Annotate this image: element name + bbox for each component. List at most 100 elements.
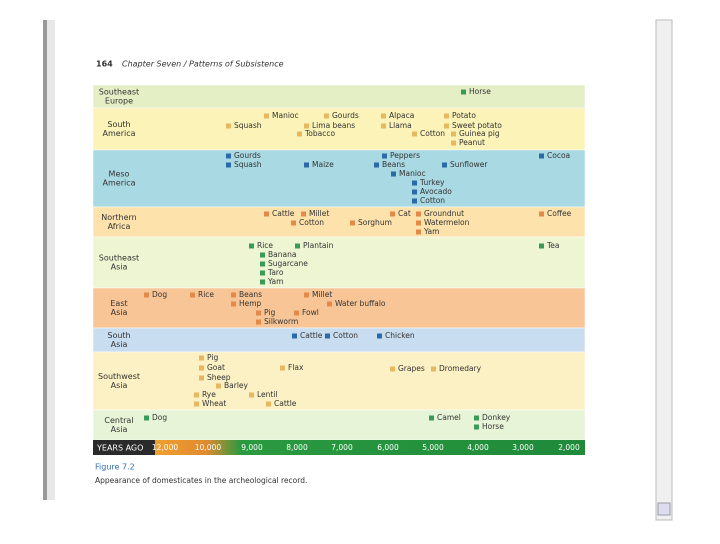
item-marker — [451, 131, 456, 137]
item-marker — [539, 153, 544, 159]
row-label: Asia — [111, 263, 128, 272]
item-label: Tea — [546, 241, 560, 250]
row-label: Africa — [108, 222, 131, 231]
item-label: Yam — [267, 277, 283, 286]
left-border — [43, 20, 47, 500]
running-title: Chapter Seven / Patterns of Subsistence — [122, 60, 284, 69]
item-marker — [264, 113, 269, 119]
item-marker — [304, 162, 309, 168]
item-marker — [199, 365, 204, 371]
item-label: Barley — [224, 381, 249, 390]
item-label: Rice — [198, 290, 214, 299]
item-label: Horse — [482, 422, 504, 431]
item-label: Cattle — [300, 331, 323, 340]
item-marker — [327, 301, 332, 307]
item-marker — [199, 375, 204, 381]
item-label: Grapes — [398, 364, 425, 373]
item-label: Plantain — [303, 241, 334, 250]
item-label: Potato — [452, 111, 476, 120]
row-label: Asia — [111, 340, 128, 349]
item-label: Wheat — [202, 399, 226, 408]
item-label: Pig — [264, 308, 275, 317]
axis-bar — [155, 440, 585, 455]
axis-tick: 3,000 — [512, 443, 534, 452]
row-band — [92, 409, 586, 441]
item-marker — [461, 89, 466, 95]
item-label: Silkworm — [264, 317, 298, 326]
item-label: Beans — [382, 160, 405, 169]
figure-caption: Appearance of domesticates in the archeo… — [95, 476, 307, 485]
row-label: Northern — [101, 213, 137, 222]
item-label: Millet — [309, 209, 329, 218]
item-marker — [377, 333, 382, 339]
item-label: Cattle — [274, 399, 297, 408]
item-marker — [416, 229, 421, 235]
item-label: Yam — [423, 227, 439, 236]
item-marker — [381, 113, 386, 119]
item-label: Squash — [234, 160, 262, 169]
item-marker — [260, 270, 265, 276]
item-marker — [429, 415, 434, 421]
item-label: Sugarcane — [268, 259, 308, 268]
item-marker — [416, 220, 421, 226]
item-label: Cotton — [420, 129, 445, 138]
item-label: Turkey — [419, 178, 445, 187]
axis-tick: 8,000 — [286, 443, 308, 452]
item-marker — [226, 162, 231, 168]
item-marker — [256, 319, 261, 325]
item-marker — [216, 383, 221, 389]
item-marker — [412, 131, 417, 137]
item-marker — [390, 211, 395, 217]
item-marker — [280, 365, 285, 371]
row-band — [92, 351, 586, 411]
item-marker — [226, 123, 231, 129]
row-label: South — [107, 331, 130, 340]
item-marker — [194, 392, 199, 398]
item-label: Gourds — [234, 151, 261, 160]
row-band — [92, 149, 586, 208]
item-label: Fowl — [302, 308, 319, 317]
item-marker — [539, 211, 544, 217]
item-marker — [444, 113, 449, 119]
item-label: Hemp — [239, 299, 262, 308]
scroll-down[interactable] — [657, 502, 671, 516]
item-marker — [144, 415, 149, 421]
item-marker — [412, 189, 417, 195]
item-label: Dog — [152, 290, 167, 299]
item-label: Coffee — [547, 209, 572, 218]
item-label: Sheep — [207, 373, 231, 382]
item-label: Dromedary — [439, 364, 482, 373]
item-marker — [249, 243, 254, 249]
item-marker — [324, 113, 329, 119]
item-marker — [199, 355, 204, 361]
item-marker — [391, 171, 396, 177]
item-label: Millet — [312, 290, 332, 299]
item-label: Pig — [207, 353, 218, 362]
item-label: Sweet potato — [452, 121, 502, 130]
row-label: America — [103, 179, 136, 188]
item-marker — [292, 333, 297, 339]
item-label: Watermelon — [424, 218, 470, 227]
item-label: Sorghum — [358, 218, 392, 227]
page-number: 164 — [96, 60, 113, 69]
item-label: Tobacco — [304, 129, 335, 138]
axis-tick: 4,000 — [467, 443, 489, 452]
item-marker — [412, 198, 417, 204]
item-marker — [297, 131, 302, 137]
item-label: Flax — [288, 363, 304, 372]
axis-tick: 9,000 — [241, 443, 263, 452]
item-label: Chicken — [385, 331, 415, 340]
row-band — [92, 236, 586, 289]
item-marker — [350, 220, 355, 226]
row-label: Meso — [109, 170, 130, 179]
scrollbar — [655, 19, 673, 521]
row-band — [92, 107, 586, 151]
item-label: Cocoa — [547, 151, 570, 160]
row-label: East — [110, 299, 127, 308]
item-label: Squash — [234, 121, 262, 130]
axis-tick: 2,000 — [558, 443, 580, 452]
item-label: Maize — [312, 160, 334, 169]
item-marker — [256, 310, 261, 316]
item-marker — [304, 292, 309, 298]
